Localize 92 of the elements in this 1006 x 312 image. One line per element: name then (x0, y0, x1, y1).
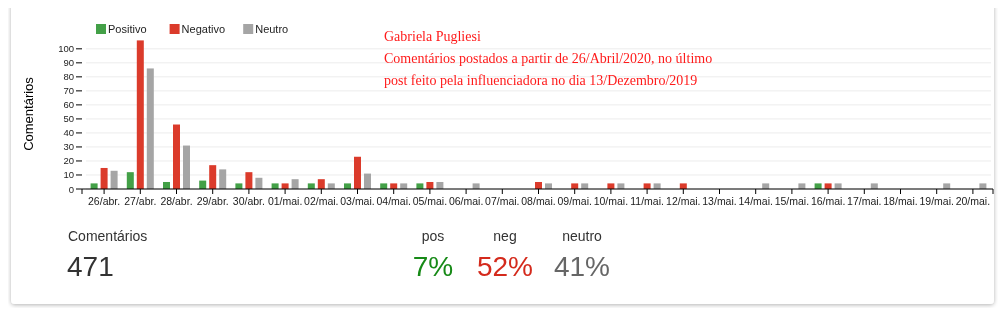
x-tick-label: 07/mai. (485, 195, 520, 207)
bar (281, 183, 289, 189)
bar (235, 183, 243, 189)
x-tick-label: 20/mai. (955, 195, 991, 207)
x-tick-label: 09/mai. (557, 195, 592, 207)
legend-label: Neutro (255, 23, 289, 35)
x-tick-label: 15/mai. (774, 195, 810, 207)
y-tick-label: 20 (63, 155, 74, 167)
x-tick-label: 04/mai. (376, 195, 411, 207)
x-tick-label: 06/mai. (448, 195, 484, 207)
y-tick-label: 90 (63, 57, 74, 69)
x-tick-label: 11/mai. (630, 195, 664, 207)
legend-label: Positivo (108, 23, 147, 35)
bar (271, 183, 279, 189)
bar (814, 183, 822, 189)
bar (364, 173, 371, 189)
bar (219, 169, 227, 189)
x-tick-label: 03/mai. (340, 195, 375, 207)
bar (100, 167, 108, 189)
bar (380, 183, 388, 189)
x-tick-label: 13/mai. (702, 195, 737, 207)
bar (390, 183, 398, 189)
x-tick-label: 05/mai. (412, 195, 448, 207)
x-tick-label: 08/mai. (521, 195, 556, 207)
text: 7% (412, 251, 454, 282)
bar (416, 183, 424, 189)
bar (183, 145, 190, 189)
bar (762, 183, 770, 189)
bar (653, 183, 661, 189)
x-tick-label: 18/mai. (883, 195, 918, 207)
x-tick-label: 27/abr. (124, 195, 157, 207)
bar (643, 183, 651, 189)
bar (400, 183, 408, 189)
category-label: pos (421, 228, 445, 244)
bar (291, 179, 299, 189)
x-tick-label: 02/mai. (304, 195, 339, 207)
bar (354, 156, 361, 189)
x-tick-label: 26/abr. (88, 195, 121, 207)
text: 41% (553, 251, 611, 282)
y-tick-label: 60 (63, 99, 74, 111)
bar (824, 183, 832, 189)
bar (607, 183, 615, 189)
y-tick-label: 70 (63, 85, 74, 97)
bar (344, 183, 351, 189)
bar (317, 179, 325, 189)
bar (245, 172, 253, 189)
bar (617, 183, 625, 189)
bar (581, 183, 589, 189)
bar (307, 183, 315, 189)
bar (327, 183, 335, 189)
bar (545, 183, 552, 189)
text: 52% (476, 251, 534, 282)
bar (90, 183, 98, 189)
category-label: neg (493, 228, 517, 244)
bar (834, 183, 842, 189)
bar (679, 183, 687, 189)
x-tick-label: 19/mai. (919, 195, 954, 207)
category-label: neutro (562, 228, 603, 244)
x-tick-label: 14/mai. (738, 195, 773, 207)
bar (110, 170, 118, 189)
y-tick-label: 50 (63, 113, 74, 125)
y-tick-label: 100 (58, 43, 74, 55)
bar (943, 183, 951, 189)
x-tick-label: 28/abr. (160, 195, 193, 207)
x-tick-label: 16/mai. (810, 195, 846, 207)
chart-title: Gabriela Pugliesi (384, 29, 481, 44)
y-axis-title: Comentários (21, 76, 36, 151)
y-tick-label: 80 (63, 71, 74, 83)
y-tick-label: 30 (63, 141, 74, 153)
x-tick-label: 30/abr. (232, 195, 265, 207)
bar (870, 183, 878, 189)
y-tick-label: 0 (68, 183, 74, 195)
bar (173, 124, 180, 189)
bar (979, 183, 987, 189)
bar (146, 68, 154, 189)
text: Comentários (68, 228, 148, 244)
x-tick-label: 29/abr. (196, 195, 229, 207)
legend-label: Negativo (181, 23, 226, 35)
x-tick-label: 17/mai. (847, 195, 882, 207)
bar (798, 183, 806, 189)
bar (571, 183, 579, 189)
y-tick-label: 10 (63, 169, 74, 181)
y-tick-label: 40 (63, 127, 74, 139)
x-tick-label: 01/mai. (267, 195, 303, 207)
text: Comentários postados a partir de 26/Abril/2020, no último post feito pela influenciadora no dia 13/Dezembro/2019 (384, 51, 713, 88)
bar (126, 172, 134, 189)
bar (472, 183, 480, 189)
bar (136, 40, 144, 189)
bar (209, 165, 217, 189)
text: 471 (67, 251, 114, 282)
x-tick-label: 10/mai. (593, 195, 629, 207)
x-tick-label: 12/mai. (666, 195, 701, 207)
